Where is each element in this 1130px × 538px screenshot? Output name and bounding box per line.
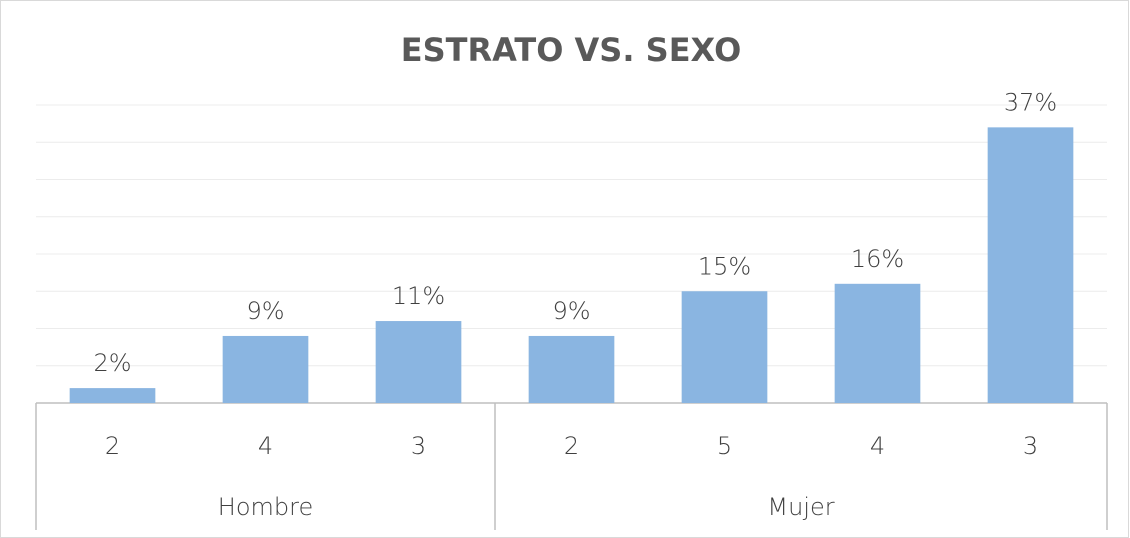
bar <box>69 388 156 403</box>
value-label: 9% <box>246 297 284 325</box>
bar <box>834 283 921 403</box>
bar <box>222 335 309 403</box>
group-label: Mujer <box>767 493 834 521</box>
x-tick-label: 4 <box>258 432 273 460</box>
bar <box>528 335 615 403</box>
x-tick-label: 5 <box>717 432 732 460</box>
bar <box>681 291 768 403</box>
value-label: 16% <box>851 245 904 273</box>
value-label: 11% <box>392 282 445 310</box>
value-label: 15% <box>698 252 751 280</box>
value-label: 2% <box>93 349 131 377</box>
group-label: Hombre <box>218 493 313 521</box>
x-tick-label: 3 <box>1023 432 1038 460</box>
bar <box>987 127 1074 403</box>
bar <box>375 321 462 403</box>
value-label: 37% <box>1004 88 1057 116</box>
x-tick-label: 2 <box>105 432 120 460</box>
x-tick-label: 3 <box>411 432 426 460</box>
x-tick-label: 2 <box>564 432 579 460</box>
value-label: 9% <box>552 297 590 325</box>
x-tick-label: 4 <box>870 432 885 460</box>
chart-title: ESTRATO VS. SEXO <box>401 31 742 69</box>
